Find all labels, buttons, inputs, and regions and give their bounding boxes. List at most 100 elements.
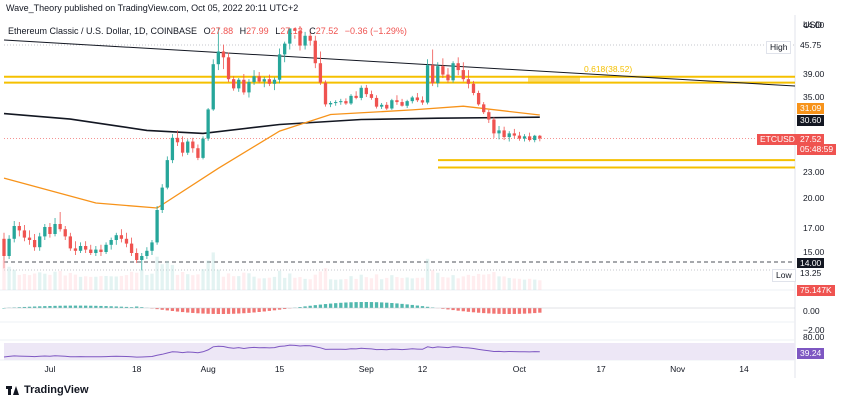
x-tick-label: 17 <box>596 364 606 374</box>
candle <box>482 102 486 115</box>
macd-bar <box>344 302 348 308</box>
candle-body <box>78 246 83 251</box>
macd-bar <box>109 306 113 308</box>
macd-bar <box>339 302 343 308</box>
candle <box>84 241 88 253</box>
candle <box>247 79 251 98</box>
candle <box>538 134 542 142</box>
candle-body <box>252 76 256 83</box>
candle-body <box>32 240 37 248</box>
ema-line <box>3 105 540 209</box>
volume-bar <box>492 272 496 290</box>
candle <box>374 95 379 109</box>
candle-body <box>150 242 154 251</box>
macd-bar <box>140 307 144 308</box>
volume-bar <box>155 256 159 290</box>
candle <box>267 74 272 87</box>
volume-bar <box>420 277 425 290</box>
macd-bar <box>354 302 358 308</box>
candle-body <box>379 104 384 107</box>
candle-body <box>160 187 164 210</box>
volume-bar <box>180 272 185 290</box>
candle-body <box>43 227 47 237</box>
macd-bar <box>84 305 88 308</box>
volume-bar <box>461 276 465 290</box>
candle-body <box>63 229 67 237</box>
macd-bar <box>2 308 6 309</box>
candle <box>497 125 501 140</box>
macd-bar <box>533 308 537 314</box>
macd-bar <box>94 305 98 308</box>
candle <box>487 109 491 123</box>
candle-body <box>466 79 471 84</box>
symbol-legend[interactable]: Ethereum Classic / U.S. Dollar, 1D, COIN… <box>8 26 407 36</box>
volume-bar <box>538 280 542 290</box>
candle <box>272 77 277 91</box>
macd-bar <box>231 308 236 314</box>
candle <box>364 84 368 97</box>
volume-bar <box>323 268 328 290</box>
candle <box>425 59 430 105</box>
candle-body <box>400 102 404 106</box>
volume-bar <box>410 278 414 290</box>
candle <box>476 90 481 106</box>
volume-bar <box>431 270 435 290</box>
countdown-badge: 05:48:59 <box>797 144 837 155</box>
fib-annotation: 0.618(38.52) <box>584 64 633 74</box>
tradingview-logo[interactable]: TradingView <box>6 384 89 396</box>
macd-bar <box>364 302 368 308</box>
macd-bar <box>425 306 430 308</box>
candle-body <box>451 63 455 81</box>
macd-bar <box>78 305 83 308</box>
volume-bar <box>226 273 231 290</box>
volume-bar <box>104 276 108 290</box>
macd-bar <box>461 308 465 312</box>
y-tick-label: 35.00 <box>803 92 825 102</box>
macd-bar <box>53 305 57 308</box>
candle-body <box>58 224 62 230</box>
volume-bar <box>22 274 27 290</box>
volume-bar <box>237 276 241 290</box>
candle-body <box>267 79 272 84</box>
macd-bar <box>155 308 159 310</box>
sma-value-badge: 30.60 <box>797 115 825 126</box>
candle <box>221 44 226 70</box>
volume-bar <box>364 277 368 290</box>
candle-body <box>124 238 129 244</box>
macd-tick-label: −2.00 <box>803 325 825 335</box>
volume-bar <box>482 274 486 290</box>
candle <box>507 131 511 142</box>
volume-bar <box>267 277 272 290</box>
macd-bar <box>104 306 108 308</box>
macd-bar <box>405 304 409 308</box>
volume-bar <box>231 276 236 290</box>
candle <box>379 102 384 109</box>
candle <box>150 240 154 255</box>
candle-body <box>456 63 460 71</box>
candle-body <box>186 141 190 153</box>
candle <box>359 85 363 101</box>
y-tick-label: 39.00 <box>803 69 825 79</box>
candle-body <box>512 133 516 136</box>
macd-bar <box>114 306 118 308</box>
volume-bar <box>53 271 57 290</box>
candle <box>226 52 231 83</box>
x-tick-label: 18 <box>132 364 142 374</box>
candle <box>390 98 394 110</box>
volume-bar <box>425 258 430 290</box>
candle-body <box>390 100 394 109</box>
volume-bar <box>313 274 317 290</box>
candle-body <box>211 64 215 110</box>
candle <box>7 235 11 259</box>
volume-bar <box>89 276 93 290</box>
volume-bar <box>466 274 471 290</box>
candle-body <box>410 97 414 102</box>
macd-bar <box>507 308 511 314</box>
volume-bar <box>390 275 394 290</box>
candle <box>527 132 532 142</box>
volume-bar <box>436 272 440 290</box>
volume-bar <box>170 264 175 290</box>
candle-body <box>385 104 389 109</box>
high-label: High <box>766 41 792 54</box>
